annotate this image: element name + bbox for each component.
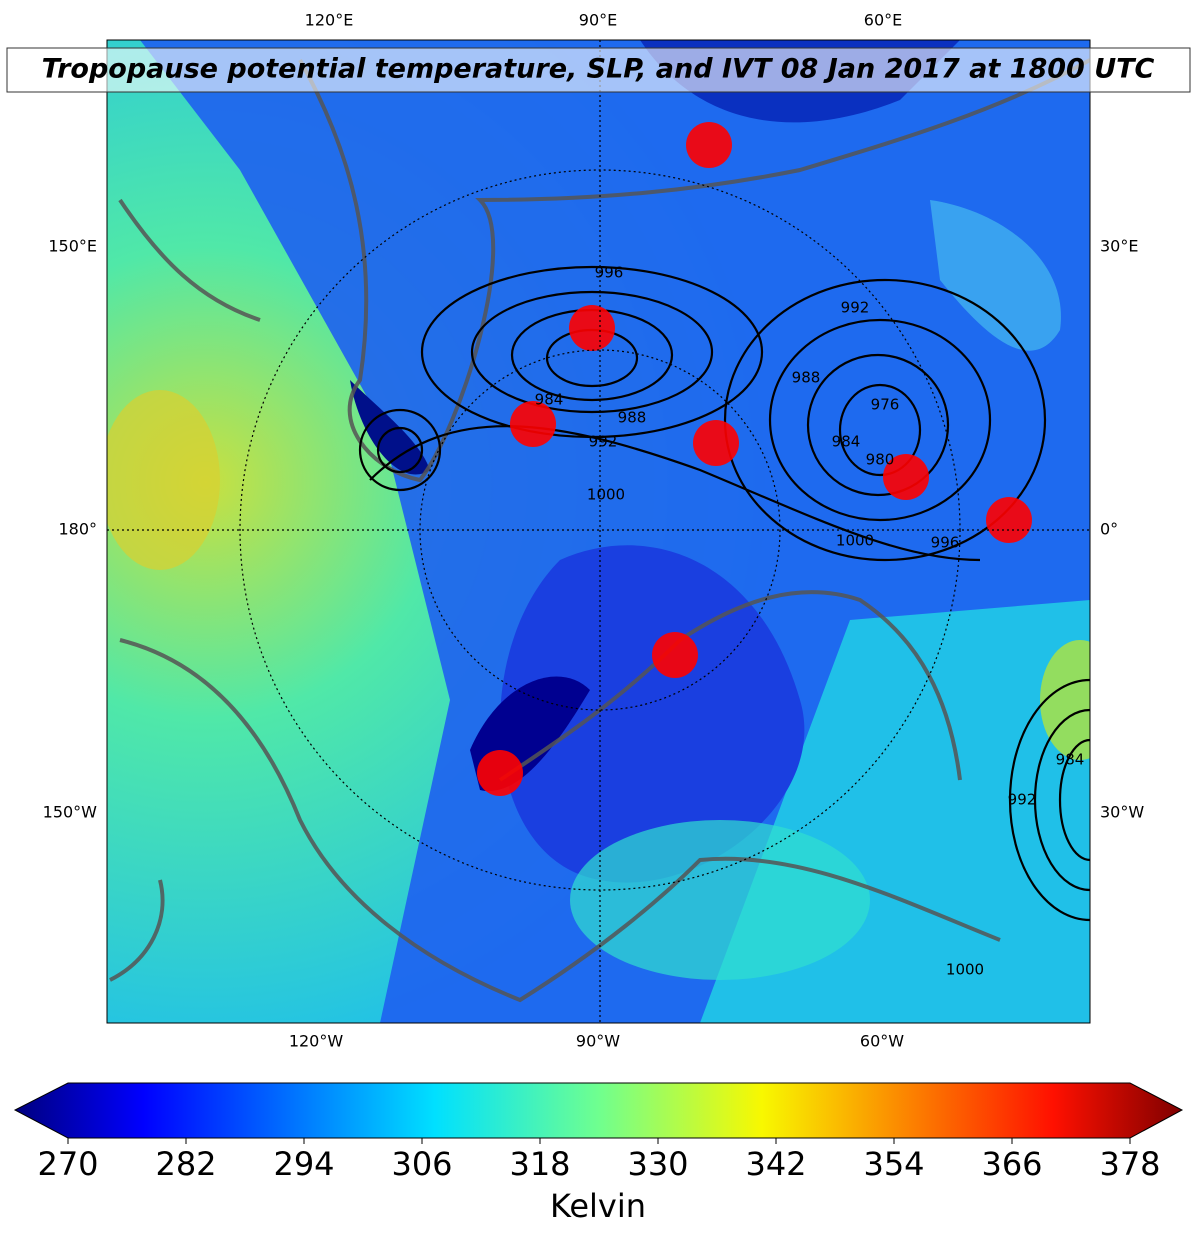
contour-label: 988 — [618, 409, 647, 427]
longitude-label: 120°E — [305, 11, 354, 30]
longitude-label: 90°E — [579, 11, 617, 30]
colorbar-tick-label: 378 — [1099, 1145, 1160, 1183]
contour-label: 976 — [871, 396, 900, 414]
labels: 120°E 90°E 60°E 120°W 90°W 60°W 150°E 180° 150°W… — [37, 11, 1160, 1226]
map-frame — [106, 39, 1091, 1024]
longitude-label: 90°W — [576, 1032, 620, 1051]
contour-label: 988 — [792, 369, 821, 387]
colorbar-tick-label: 306 — [391, 1145, 452, 1183]
title-box — [6, 47, 1191, 93]
longitude-label: 150°E — [48, 237, 97, 256]
contour-label: 984 — [535, 391, 564, 409]
longitude-label: 30°E — [1100, 237, 1138, 256]
contour-label: 992 — [1008, 791, 1037, 809]
contour-label: 1000 — [946, 961, 984, 979]
contour-label: 1000 — [836, 532, 874, 550]
longitude-label: 180° — [58, 520, 97, 539]
colorbar-tick-label: 342 — [745, 1145, 806, 1183]
longitude-label: 0° — [1100, 520, 1118, 539]
contour-label: 1000 — [587, 486, 625, 504]
colorbar-tick-label: 330 — [627, 1145, 688, 1183]
colorbar-tick-label: 294 — [273, 1145, 334, 1183]
map — [107, 40, 1090, 1023]
contour-label: 980 — [866, 451, 895, 469]
longitude-label: 150°W — [43, 803, 98, 822]
colorbar-tick-label: 318 — [509, 1145, 570, 1183]
contour-label: 984 — [832, 433, 861, 451]
colorbar-label: Kelvin — [550, 1187, 646, 1225]
longitude-label: 60°W — [860, 1032, 904, 1051]
colorbar — [13, 1082, 1184, 1139]
longitude-label: 120°W — [289, 1032, 344, 1051]
colorbar-tick-label: 354 — [863, 1145, 924, 1183]
longitude-label: 30°W — [1100, 803, 1144, 822]
contour-label: 996 — [931, 534, 960, 552]
title: Tropopause potential temperature, SLP, a… — [42, 54, 1155, 85]
contour-label: 992 — [589, 433, 618, 451]
colorbar-tick-label: 282 — [155, 1145, 216, 1183]
contour-label: 996 — [595, 264, 624, 282]
longitude-label: 60°E — [864, 11, 902, 30]
contour-label: 984 — [1056, 751, 1085, 769]
contour-label: 992 — [841, 299, 870, 317]
colorbar-tick-label: 270 — [37, 1145, 98, 1183]
colorbar-tick-label: 366 — [981, 1145, 1042, 1183]
